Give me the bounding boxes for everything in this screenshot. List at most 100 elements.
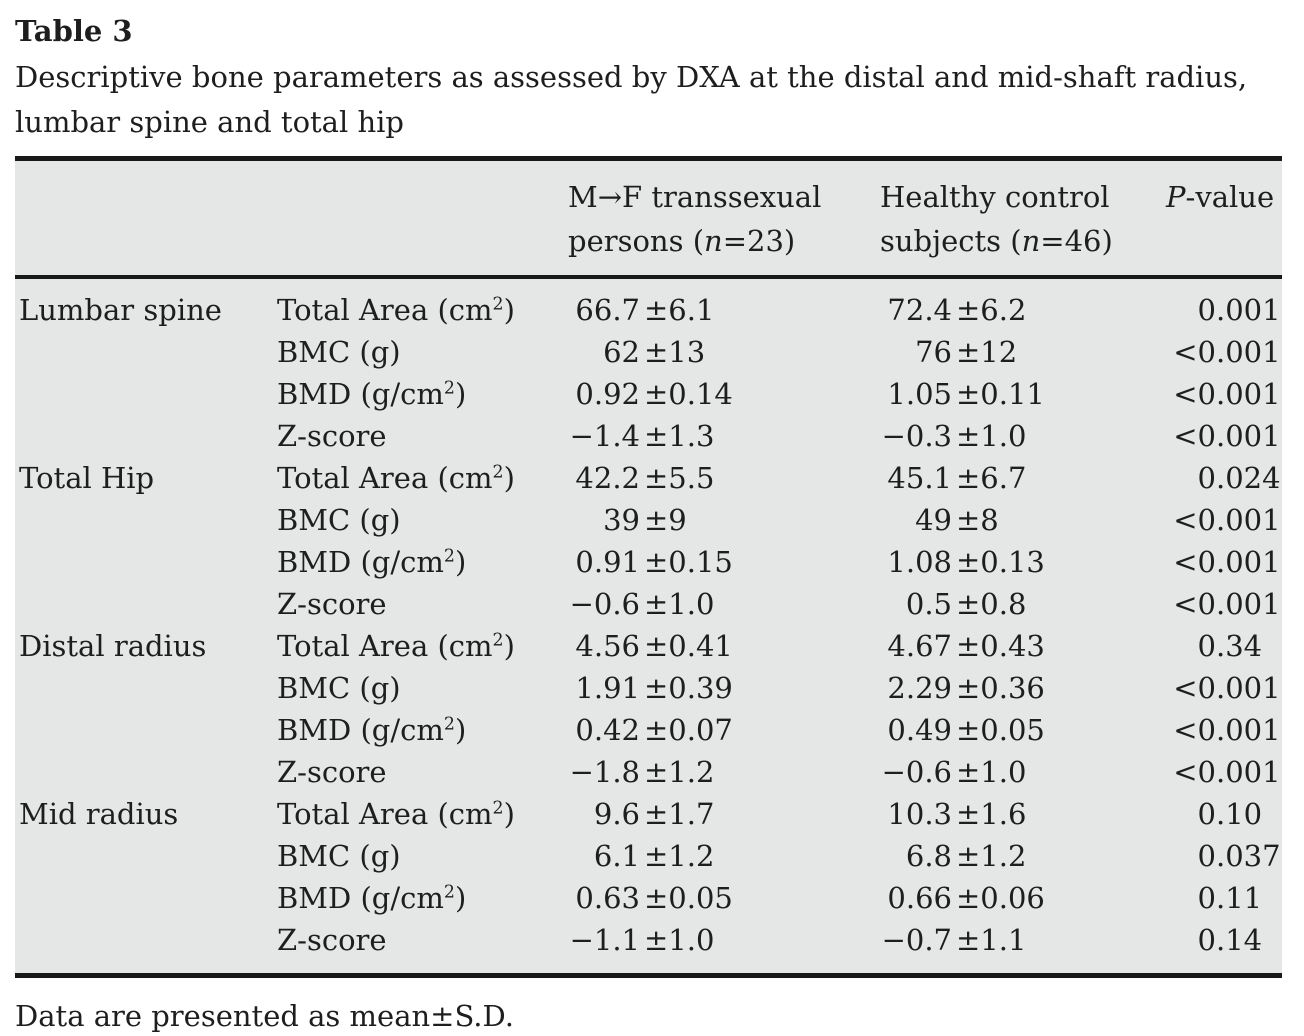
mf-value: 6.1 ±1.2 xyxy=(593,839,715,873)
pvalue: <0.001 xyxy=(1173,587,1281,621)
region-label: Distal radius xyxy=(19,629,207,663)
col-header-pvalue: P-value xyxy=(1166,158,1282,279)
region-cell xyxy=(15,877,277,919)
mf-value-cell: −1.4 ±1.3 xyxy=(568,415,880,457)
pvalue: <0.001 xyxy=(1173,377,1281,411)
table-row: Z-score −0.6 ±1.0 0.5 ±0.8 <0.001 xyxy=(15,583,1282,625)
header-n-italic: n xyxy=(704,224,723,258)
hc-value-cell: 4.67 ±0.43 xyxy=(880,625,1166,667)
hc-value-cell: −0.3 ±1.0 xyxy=(880,415,1166,457)
pvalue-cell: 0.024 xyxy=(1166,457,1282,499)
table-row: BMC (g) 1.91 ±0.39 2.29 ±0.36 <0.001 xyxy=(15,667,1282,709)
pvalue-cell: <0.001 xyxy=(1166,415,1282,457)
pvalue-cell: <0.001 xyxy=(1166,751,1282,793)
table-row: BMC (g) 6.1 ±1.2 6.8 ±1.2 0.037 xyxy=(15,835,1282,877)
mf-value: 0.63 ±0.05 xyxy=(575,881,733,915)
mf-value-cell: 39 ±9 xyxy=(568,499,880,541)
mf-value: 9.6 ±1.7 xyxy=(593,797,715,831)
mf-value: −1.4 ±1.3 xyxy=(569,419,715,453)
hc-value: 72.4 ±6.2 xyxy=(887,293,1027,327)
mf-value-cell: −0.6 ±1.0 xyxy=(568,583,880,625)
pvalue: <0.001 xyxy=(1173,545,1281,579)
hc-value-cell: 0.49 ±0.05 xyxy=(880,709,1166,751)
hc-value-cell: 45.1 ±6.7 xyxy=(880,457,1166,499)
region-cell xyxy=(15,541,277,583)
pvalue: 0.10 xyxy=(1197,797,1263,831)
parameter-label: BMC (g) xyxy=(277,671,401,705)
hc-value: 10.3 ±1.6 xyxy=(887,797,1027,831)
hc-value-cell: 0.66 ±0.06 xyxy=(880,877,1166,919)
pvalue: <0.001 xyxy=(1173,713,1281,747)
mf-value: −1.8 ±1.2 xyxy=(569,755,715,789)
parameter-cell: Total Area (cm2) xyxy=(277,457,568,499)
header-text: =23) xyxy=(722,224,796,258)
hc-value-cell: 2.29 ±0.36 xyxy=(880,667,1166,709)
parameter-cell: Total Area (cm2) xyxy=(277,625,568,667)
table-row: Z-score −1.4 ±1.3 −0.3 ±1.0 <0.001 xyxy=(15,415,1282,457)
mf-value-cell: 4.56 ±0.41 xyxy=(568,625,880,667)
parameter-label: Z-score xyxy=(277,755,387,789)
hc-value: 0.66 ±0.06 xyxy=(887,881,1045,915)
col-header-transsexual: M→F transsexual persons (n=23) xyxy=(568,158,880,279)
parameter-label: BMD (g/cm2) xyxy=(277,713,467,747)
parameter-cell: Z-score xyxy=(277,583,568,625)
mf-value: 0.92 ±0.14 xyxy=(575,377,733,411)
hc-value: 0.49 ±0.05 xyxy=(887,713,1045,747)
pvalue: 0.024 xyxy=(1197,461,1281,495)
parameter-label: BMC (g) xyxy=(277,335,401,369)
mf-value: 4.56 ±0.41 xyxy=(575,629,733,663)
col-header-control-line1: Healthy control xyxy=(880,180,1110,214)
region-cell xyxy=(15,667,277,709)
mf-value-cell: −1.8 ±1.2 xyxy=(568,751,880,793)
parameter-label: Total Area (cm2) xyxy=(277,629,515,663)
table-row: Mid radius Total Area (cm2) 9.6 ±1.7 10.3… xyxy=(15,793,1282,835)
hc-value-cell: 6.8 ±1.2 xyxy=(880,835,1166,877)
parameter-label: Z-score xyxy=(277,923,387,957)
pvalue: 0.001 xyxy=(1197,293,1281,327)
table-row: BMD (g/cm2) 0.42 ±0.07 0.49 ±0.05 <0.001 xyxy=(15,709,1282,751)
hc-value-cell: 49 ±8 xyxy=(880,499,1166,541)
hc-value-cell: 0.5 ±0.8 xyxy=(880,583,1166,625)
parameter-label: Total Area (cm2) xyxy=(277,461,515,495)
region-cell xyxy=(15,373,277,415)
mf-value: −0.6 ±1.0 xyxy=(569,587,715,621)
header-text: -value xyxy=(1185,180,1275,214)
parameter-label: Z-score xyxy=(277,419,387,453)
mf-value-cell: −1.1 ±1.0 xyxy=(568,919,880,976)
parameter-cell: BMC (g) xyxy=(277,835,568,877)
table-row: Distal radius Total Area (cm2) 4.56 ±0.41… xyxy=(15,625,1282,667)
parameter-label: Z-score xyxy=(277,587,387,621)
data-table: M→F transsexual persons (n=23) Healthy c… xyxy=(15,156,1282,978)
region-cell xyxy=(15,751,277,793)
header-empty-parameter xyxy=(277,158,568,279)
header-n-italic: n xyxy=(1021,224,1041,258)
table-row: BMD (g/cm2) 0.92 ±0.14 1.05 ±0.11 <0.001 xyxy=(15,373,1282,415)
region-cell: Mid radius xyxy=(15,793,277,835)
region-cell xyxy=(15,331,277,373)
hc-value-cell: −0.7 ±1.1 xyxy=(880,919,1166,976)
hc-value: 45.1 ±6.7 xyxy=(887,461,1027,495)
table-title: Table 3 xyxy=(15,14,133,48)
hc-value: 1.05 ±0.11 xyxy=(887,377,1045,411)
col-header-transsexual-line1: M→F transsexual xyxy=(568,180,822,214)
parameter-label: BMC (g) xyxy=(277,839,401,873)
region-cell xyxy=(15,415,277,457)
header-empty-region xyxy=(15,158,277,279)
hc-value-cell: 1.05 ±0.11 xyxy=(880,373,1166,415)
parameter-label: BMD (g/cm2) xyxy=(277,881,467,915)
mf-value: 66.7 ±6.1 xyxy=(575,293,715,327)
table-row: BMC (g) 62 ±13 76 ±12 <0.001 xyxy=(15,331,1282,373)
pvalue-cell: <0.001 xyxy=(1166,583,1282,625)
mf-value-cell: 62 ±13 xyxy=(568,331,880,373)
mf-value: 0.91 ±0.15 xyxy=(575,545,733,579)
table-row: BMD (g/cm2) 0.63 ±0.05 0.66 ±0.06 0.11 xyxy=(15,877,1282,919)
mf-value: 62 ±13 xyxy=(603,335,706,369)
col-header-control: Healthy control subjects (n=46) xyxy=(880,158,1166,279)
pvalue-cell: <0.001 xyxy=(1166,709,1282,751)
region-label: Total Hip xyxy=(19,461,155,495)
hc-value: 4.67 ±0.43 xyxy=(887,629,1045,663)
hc-value-cell: 1.08 ±0.13 xyxy=(880,541,1166,583)
pvalue-cell: <0.001 xyxy=(1166,499,1282,541)
mf-value: 0.42 ±0.07 xyxy=(575,713,733,747)
